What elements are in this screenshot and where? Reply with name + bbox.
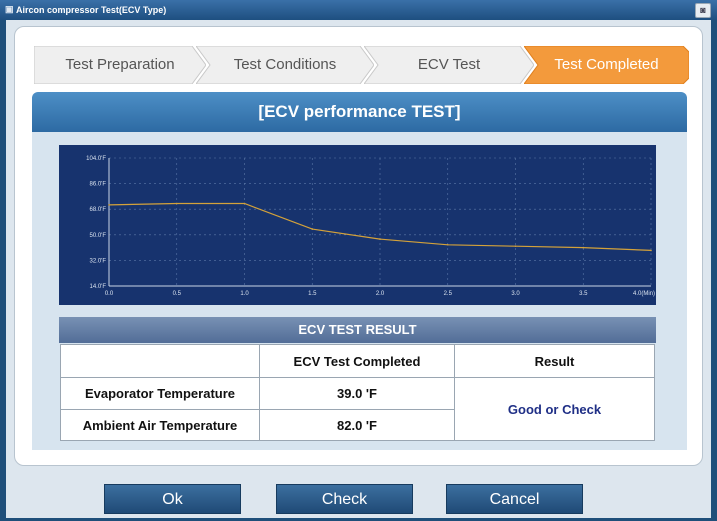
cancel-button[interactable]: Cancel [446,484,583,514]
result-verdict: Good or Check [454,377,655,441]
row-label: Ambient Air Temperature [60,409,260,441]
step-label: Test Preparation [65,56,175,73]
window-title: Aircon compressor Test(ECV Type) [16,5,167,15]
x-tick-label: 0.5 [173,291,182,297]
y-tick-label: 50.0'F [90,233,107,239]
data-point [514,245,517,247]
step-indicator: Test Preparation Test Conditions ECV Tes… [34,46,689,84]
x-tick-label: 1.0 [240,291,249,297]
step-label: Test Completed [554,56,659,73]
x-tick-label: 0.0 [105,291,114,297]
data-point [582,246,585,249]
step-test-preparation: Test Preparation [34,46,206,84]
row-label: Evaporator Temperature [60,377,260,410]
step-ecv-test: ECV Test [364,46,534,84]
row-value: 39.0 'F [259,377,455,410]
result-header-row: ECV Test Completed Result [60,344,655,378]
x-tick-label: 2.5 [444,291,453,297]
x-tick-label: 2.0 [376,291,385,297]
table-row: Ambient Air Temperature 82.0 'F [60,409,655,441]
step-test-completed: Test Completed [524,46,689,84]
step-test-conditions: Test Conditions [196,46,374,84]
chart-svg: 104.0'F 86.0'F 68.0'F 50.0'F 32.0'F 14.0'F0.0… [86,156,655,297]
data-point [446,243,449,246]
y-tick-label: 32.0'F [90,258,107,264]
ecv-performance-chart: 104.0'F 86.0'F 68.0'F 50.0'F 32.0'F 14.0'F 0.0… [59,145,656,305]
data-point [379,238,381,240]
table-row: Evaporator Temperature 39.0 'F Good or C… [60,377,655,441]
y-tick-label: 68.0'F [90,207,107,213]
data-point [175,202,178,205]
header-result: Result [454,344,655,378]
step-label: Test Conditions [233,56,337,73]
header-ecv-test-completed: ECV Test Completed [259,344,455,378]
step-arrow-bg [524,46,689,84]
step-arrow-bg [364,46,534,84]
x-tick-label: 4.0(Min) [633,291,655,297]
check-button[interactable]: Check [276,484,413,514]
car-icon: ▣ [5,4,14,14]
title-bar: ▣ Aircon compressor Test(ECV Type) ◙ [0,0,717,20]
restore-icon[interactable]: ◙ [695,3,711,18]
step-label: ECV Test [417,56,481,73]
step-arrow-bg [34,46,206,84]
step-arrow-bg [196,46,374,84]
result-title: ECV TEST RESULT [59,317,656,343]
x-tick-label: 1.5 [308,291,317,297]
x-tick-label: 3.0 [511,291,520,297]
data-point [311,228,314,230]
header-empty [60,344,260,378]
result-table: ECV Test Completed Result Evaporator Tem… [60,344,655,441]
data-point [243,202,246,205]
y-tick-label: 86.0'F [90,182,107,188]
data-point [650,249,652,252]
y-tick-label: 14.0'F [90,284,107,290]
data-point [108,204,110,206]
y-tick-label: 104.0'F [86,156,106,162]
section-title: [ECV performance TEST] [32,92,687,132]
ok-button[interactable]: Ok [104,484,241,514]
x-tick-label: 3.5 [579,291,588,297]
row-value: 82.0 'F [259,409,455,441]
